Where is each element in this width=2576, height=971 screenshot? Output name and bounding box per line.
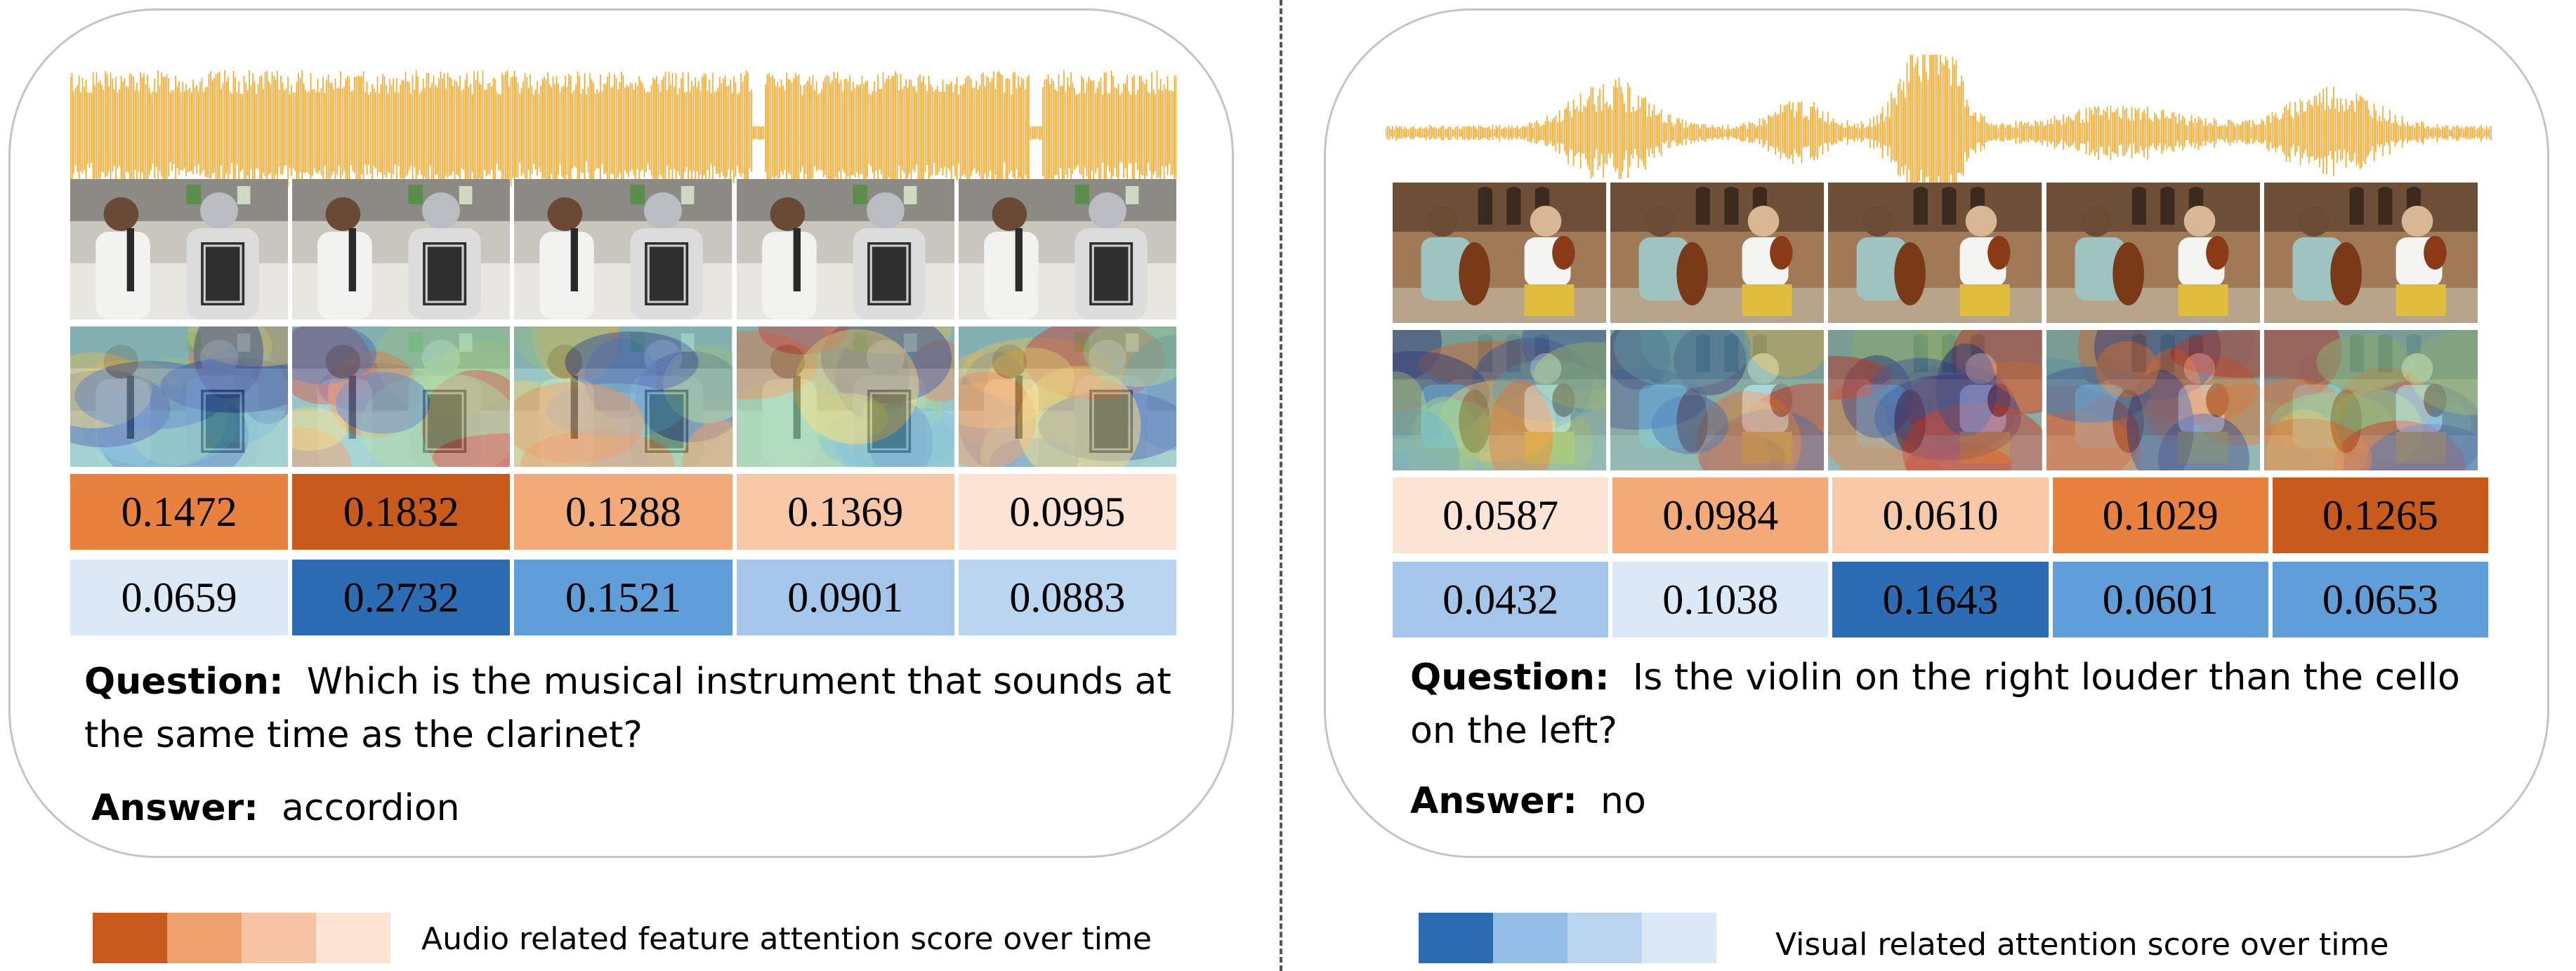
attention-heatmap-row bbox=[1393, 330, 2478, 470]
question-body: Which is the musical instrument that sou… bbox=[84, 661, 1171, 756]
audio-score-row: 0.0587 0.0984 0.0610 0.1029 0.1265 bbox=[1393, 477, 2489, 553]
video-frame bbox=[736, 179, 954, 319]
audio-legend bbox=[93, 913, 390, 963]
visual-score-row: 0.0432 0.1038 0.1643 0.0601 0.0653 bbox=[1393, 562, 2489, 638]
heatmap-frame bbox=[2046, 330, 2260, 470]
visual-score-cell: 0.0601 bbox=[2052, 562, 2268, 638]
audio-score-cell: 0.0984 bbox=[1612, 477, 1829, 553]
video-frames-row bbox=[70, 179, 1177, 319]
audio-score-row: 0.1472 0.1832 0.1288 0.1369 0.0995 bbox=[70, 474, 1177, 550]
audio-waveform bbox=[1386, 55, 2492, 209]
video-frame bbox=[1828, 183, 2042, 323]
audio-score-cell: 0.0995 bbox=[958, 474, 1177, 550]
visual-score-cell: 0.0883 bbox=[958, 560, 1177, 635]
video-frame bbox=[2046, 183, 2260, 323]
answer-body: accordion bbox=[282, 787, 460, 829]
answer-text: Answer: accordion bbox=[91, 781, 1187, 835]
legend-swatch bbox=[1642, 913, 1716, 963]
video-frames-row bbox=[1393, 183, 2478, 323]
video-frame bbox=[70, 179, 289, 319]
audio-score-cell: 0.1369 bbox=[736, 474, 954, 550]
audio-score-cell: 0.1472 bbox=[70, 474, 289, 550]
visual-legend-label: Visual related attention score over time bbox=[1775, 927, 2389, 963]
question-label: Question: bbox=[84, 661, 284, 703]
audio-score-cell: 0.1029 bbox=[2052, 477, 2268, 553]
audio-score-cell: 0.0587 bbox=[1393, 477, 1609, 553]
video-frame bbox=[1393, 183, 1607, 323]
legend-swatch bbox=[167, 913, 242, 963]
visual-score-cell: 0.0653 bbox=[2272, 562, 2489, 638]
heatmap-frame bbox=[1828, 330, 2042, 470]
question-label: Question: bbox=[1410, 656, 1610, 699]
legend-swatch bbox=[1568, 913, 1642, 963]
answer-body: no bbox=[1601, 780, 1646, 822]
visual-score-cell: 0.0659 bbox=[70, 560, 289, 635]
visual-score-cell: 0.1038 bbox=[1612, 562, 1829, 638]
video-frame bbox=[514, 179, 732, 319]
heatmap-frame bbox=[292, 326, 511, 467]
heatmap-frame bbox=[2263, 330, 2478, 470]
legend-swatch bbox=[1419, 913, 1493, 963]
audio-score-cell: 0.0610 bbox=[1832, 477, 2049, 553]
answer-text: Answer: no bbox=[1410, 774, 2506, 828]
legend-swatch bbox=[1493, 913, 1568, 963]
video-frame bbox=[292, 179, 511, 319]
question-text: Question: Is the violin on the right lou… bbox=[1410, 651, 2464, 758]
visual-score-cell: 0.1521 bbox=[514, 560, 732, 635]
audio-score-cell: 0.1265 bbox=[2272, 477, 2489, 553]
audio-score-cell: 0.1832 bbox=[292, 474, 511, 550]
legend-swatch bbox=[93, 913, 167, 963]
visual-score-cell: 0.1643 bbox=[1832, 562, 2049, 638]
question-body: Is the violin on the right louder than t… bbox=[1410, 656, 2460, 752]
example-panel-right: 0.0587 0.0984 0.0610 0.1029 0.1265 0.043… bbox=[1324, 8, 2549, 858]
heatmap-frame bbox=[958, 326, 1177, 467]
visual-legend bbox=[1419, 913, 1716, 963]
panel-divider bbox=[1280, 0, 1282, 971]
audio-score-cell: 0.1288 bbox=[514, 474, 732, 550]
visual-score-cell: 0.0432 bbox=[1393, 562, 1609, 638]
legend-swatch bbox=[242, 913, 316, 963]
heatmap-frame bbox=[1393, 330, 1607, 470]
heatmap-frame bbox=[736, 326, 954, 467]
video-frame bbox=[2263, 183, 2478, 323]
heatmap-frame bbox=[1610, 330, 1825, 470]
legend-swatch bbox=[316, 913, 390, 963]
heatmap-frame bbox=[70, 326, 289, 467]
audio-waveform bbox=[70, 70, 1176, 196]
attention-heatmap-row bbox=[70, 326, 1177, 467]
video-frame bbox=[1610, 183, 1825, 323]
video-frame bbox=[958, 179, 1177, 319]
heatmap-frame bbox=[514, 326, 732, 467]
audio-legend-label: Audio related feature attention score ov… bbox=[421, 921, 1152, 957]
visual-score-row: 0.0659 0.2732 0.1521 0.0901 0.0883 bbox=[70, 560, 1177, 635]
visual-score-cell: 0.0901 bbox=[736, 560, 954, 635]
answer-label: Answer: bbox=[1410, 780, 1577, 822]
question-text: Question: Which is the musical instrumen… bbox=[84, 655, 1180, 762]
answer-label: Answer: bbox=[91, 787, 258, 829]
example-panel-left: 0.1472 0.1832 0.1288 0.1369 0.0995 0.065… bbox=[8, 8, 1234, 858]
visual-score-cell: 0.2732 bbox=[292, 560, 511, 635]
